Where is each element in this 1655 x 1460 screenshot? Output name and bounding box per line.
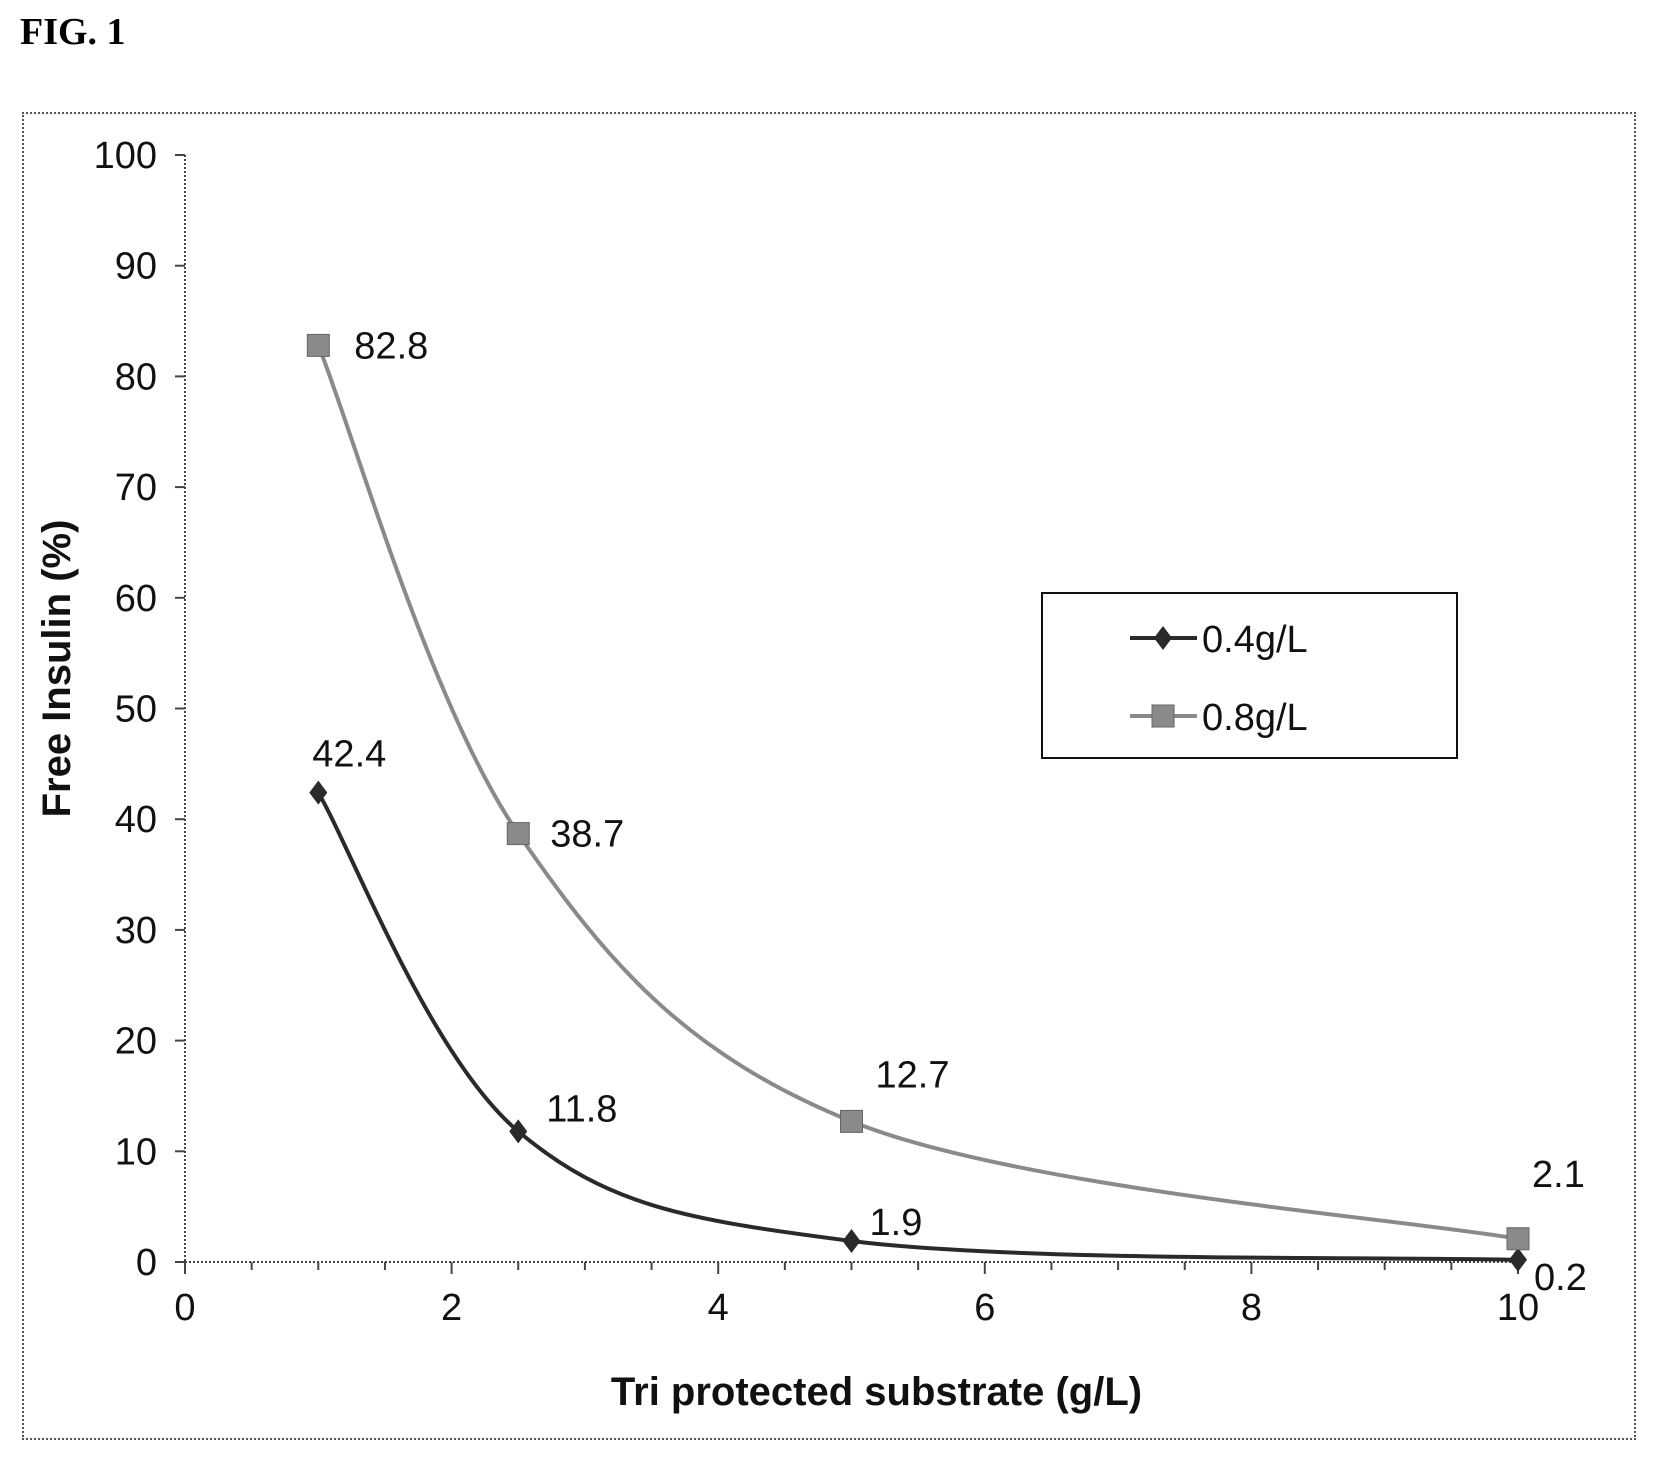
y-tick-label: 40 xyxy=(115,799,157,841)
data-point xyxy=(509,1119,528,1144)
legend-label: 0.8g/L xyxy=(1202,697,1308,739)
x-axis-title: Tri protected substrate (g/L) xyxy=(611,1370,1142,1414)
legend: 0.4g/L 0.8g/L xyxy=(1041,592,1458,759)
series-layer xyxy=(306,333,1530,1272)
legend-box xyxy=(1041,592,1458,759)
data-point xyxy=(309,780,328,805)
series-line xyxy=(316,344,1519,1241)
y-tick-label: 100 xyxy=(94,135,157,177)
data-label: 1.9 xyxy=(870,1202,923,1244)
data-label: 2.1 xyxy=(1532,1154,1585,1196)
data-label: 42.4 xyxy=(312,734,386,776)
data-labels-layer: 42.4 11.8 1.9 0.2 82.8 38.7 12.7 2.1 xyxy=(312,325,1587,1298)
chart-frame xyxy=(22,112,1636,1440)
y-tick-label: 10 xyxy=(115,1131,157,1173)
data-point xyxy=(840,1109,863,1133)
x-tick-label: 0 xyxy=(174,1287,195,1329)
data-point xyxy=(1506,1227,1530,1251)
y-tick-label: 50 xyxy=(115,689,157,731)
data-point xyxy=(842,1228,861,1253)
legend-label: 0.4g/L xyxy=(1202,619,1308,661)
y-tick-label: 70 xyxy=(115,467,157,509)
figure-label: FIG. 1 xyxy=(20,11,126,53)
legend-swatch-marker xyxy=(1154,626,1172,650)
data-label: 11.8 xyxy=(546,1088,617,1130)
data-point xyxy=(306,333,330,357)
y-axis-title: Free Insulin (%) xyxy=(35,520,79,818)
x-tick-label: 8 xyxy=(1241,1287,1262,1329)
chart-axes: 0 10 20 30 40 50 60 70 80 90 100 0 2 4 6 8 10 xyxy=(94,135,1540,1329)
data-label: 0.2 xyxy=(1534,1257,1587,1299)
y-tick-label: 20 xyxy=(115,1021,157,1063)
y-tick-label: 60 xyxy=(115,578,157,620)
legend-item: 0.4g/L xyxy=(1130,619,1308,661)
series-line xyxy=(316,791,1519,1262)
x-tick-label: 10 xyxy=(1497,1287,1539,1329)
data-label: 82.8 xyxy=(354,325,428,367)
data-label: 12.7 xyxy=(876,1054,950,1096)
series-0-8g-l xyxy=(306,333,1530,1251)
y-tick-label: 30 xyxy=(115,910,157,952)
series-0-4g-l xyxy=(309,780,1527,1272)
legend-item: 0.8g/L xyxy=(1130,697,1308,739)
x-tick-label: 6 xyxy=(974,1287,995,1329)
data-label: 38.7 xyxy=(550,814,624,856)
y-tick-label: 80 xyxy=(115,356,157,398)
y-tick-label: 90 xyxy=(115,246,157,288)
x-tick-label: 4 xyxy=(708,1287,729,1329)
y-tick-label: 0 xyxy=(136,1242,157,1284)
data-point xyxy=(506,822,530,846)
legend-swatch-marker xyxy=(1151,704,1175,728)
x-tick-label: 2 xyxy=(441,1287,462,1329)
data-point xyxy=(1509,1247,1527,1272)
